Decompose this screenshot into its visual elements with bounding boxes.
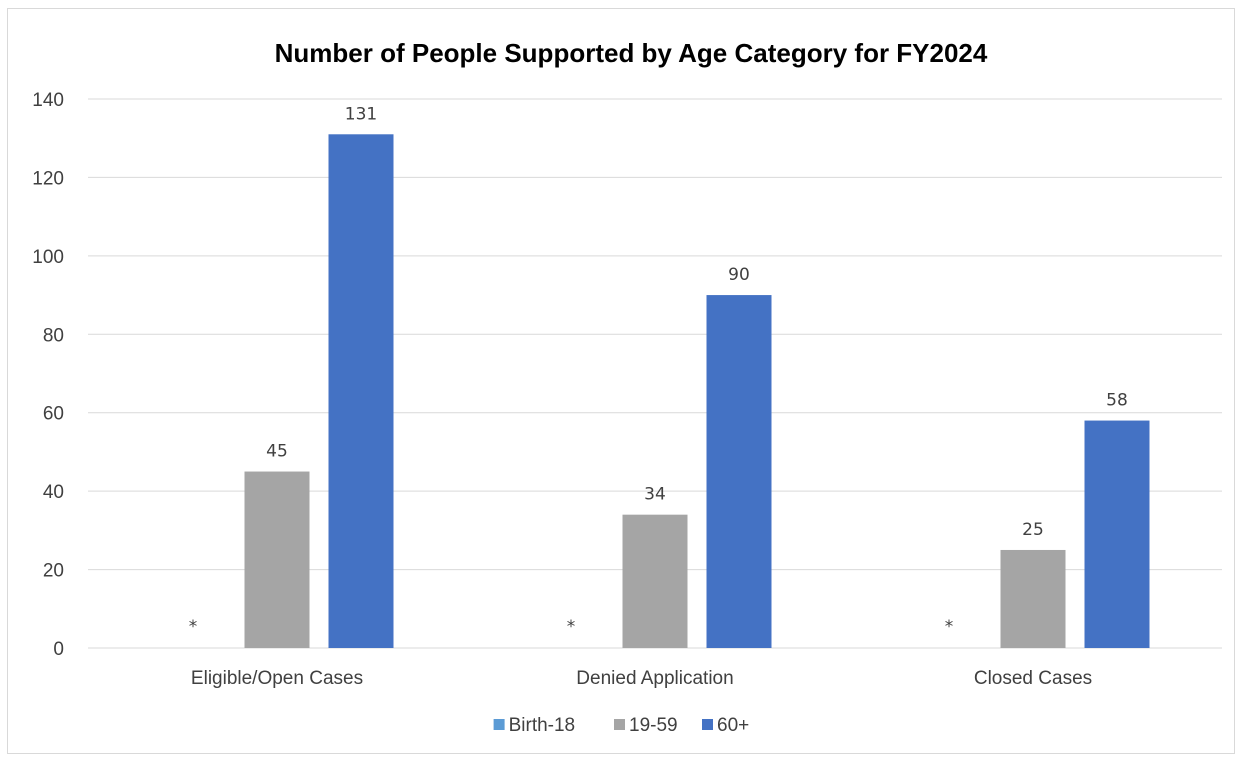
x-tick-label: Denied Application: [576, 668, 733, 689]
data-label: *: [567, 617, 576, 637]
data-label: *: [189, 617, 198, 637]
y-tick-label: 120: [32, 168, 64, 189]
data-labels: * 45 131 * 34 90 * 25 58: [189, 104, 1128, 637]
bar: [1000, 549, 1066, 648]
bar: [328, 134, 394, 649]
data-label: 58: [1106, 391, 1128, 411]
legend-swatch: [614, 719, 625, 730]
y-axis-ticks: 0 20 40 60 80 100 120 140: [32, 90, 64, 660]
data-label: 34: [644, 485, 666, 505]
bar: [622, 514, 688, 648]
y-tick-label: 100: [32, 247, 64, 268]
y-tick-label: 20: [43, 561, 64, 582]
bar: [1084, 420, 1150, 648]
y-tick-label: 80: [43, 325, 64, 346]
chart-title: Number of People Supported by Age Catego…: [275, 38, 988, 68]
legend-label: 19-59: [629, 715, 678, 736]
data-label: 90: [728, 265, 750, 285]
legend-swatch: [702, 719, 713, 730]
legend-label: 60+: [717, 715, 749, 736]
data-label: 131: [345, 104, 377, 124]
legend-swatch: [493, 719, 505, 730]
x-tick-label: Closed Cases: [974, 668, 1092, 689]
x-axis-ticks: Eligible/Open Cases Denied Application Clo…: [191, 668, 1092, 689]
x-tick-label: Eligible/Open Cases: [191, 668, 363, 689]
data-label: 25: [1022, 520, 1044, 540]
data-label: 45: [266, 442, 288, 462]
data-label: *: [945, 617, 954, 637]
legend-label: Birth-18: [509, 715, 576, 736]
y-tick-label: 140: [32, 90, 64, 111]
bar: [706, 295, 772, 648]
y-tick-label: 0: [53, 639, 64, 660]
legend: Birth-18 19-59 60+: [493, 715, 749, 736]
y-tick-label: 40: [43, 482, 64, 503]
bar: [244, 471, 310, 648]
bars: [244, 134, 1150, 649]
y-tick-label: 60: [43, 404, 64, 425]
